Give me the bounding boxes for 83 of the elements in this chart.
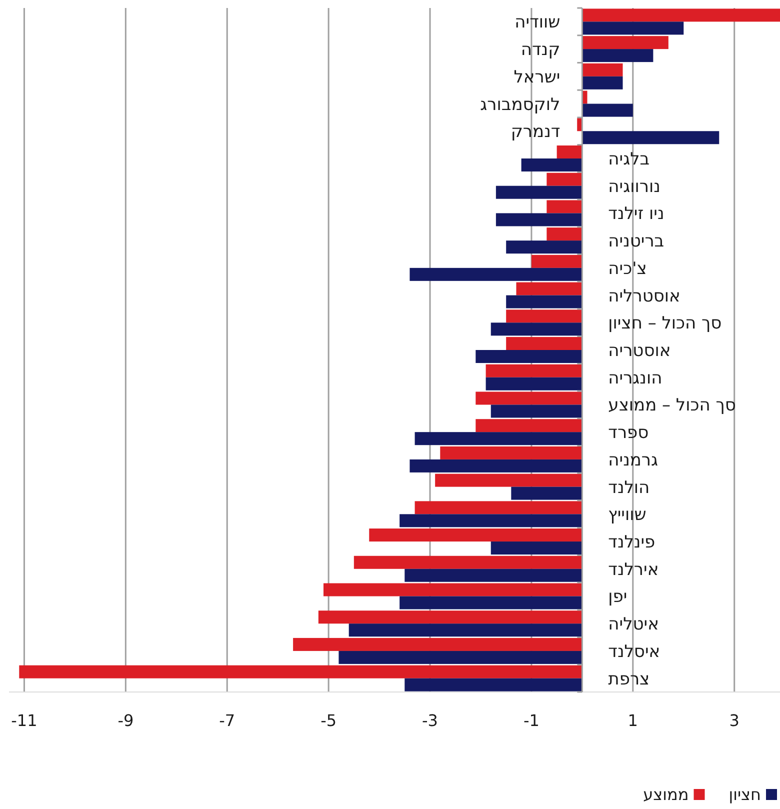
bar	[318, 610, 582, 624]
bar	[496, 186, 582, 199]
bar	[476, 419, 582, 432]
bar	[293, 638, 582, 651]
y-tick-label: שווייץ	[608, 505, 646, 526]
bar	[490, 542, 582, 555]
bar	[496, 213, 582, 226]
bar	[490, 404, 582, 418]
bar	[410, 268, 582, 281]
bar	[582, 8, 780, 22]
x-tick-label: -11	[11, 711, 38, 730]
x-tick-label: 3	[729, 711, 740, 730]
bar	[531, 254, 582, 268]
bar	[348, 624, 582, 637]
bar	[582, 76, 623, 90]
x-tick-label: 1	[628, 711, 638, 730]
bar	[506, 295, 582, 308]
bar	[400, 514, 582, 528]
bar	[400, 596, 582, 610]
y-tick-label: ספרד	[608, 423, 649, 444]
y-tick-label: ניו זילנד	[608, 204, 664, 224]
bar	[323, 583, 582, 596]
legend-label: חציון	[728, 785, 761, 804]
x-tick-label: -1	[523, 711, 540, 730]
bar	[369, 528, 582, 542]
bar	[410, 459, 582, 472]
y-tick-label: איסלנד	[608, 642, 660, 662]
bar	[476, 350, 582, 363]
y-tick-label: איטליה	[608, 614, 659, 635]
y-tick-label: דנמרק	[510, 122, 560, 142]
y-tick-label: נורווגיה	[608, 176, 660, 197]
bar	[521, 158, 582, 172]
bar	[546, 172, 582, 186]
bar	[582, 36, 668, 50]
bar	[506, 337, 582, 350]
bar	[404, 678, 582, 692]
y-tick-label: לוקסמבורג	[480, 94, 560, 115]
bar	[414, 432, 582, 446]
y-tick-label: בריטניה	[608, 232, 664, 252]
y-tick-label: סך הכול – ממוצע	[608, 396, 736, 416]
bar	[404, 568, 582, 582]
y-tick-label: אוסטריה	[608, 341, 671, 361]
bar	[506, 240, 582, 254]
bar	[582, 63, 623, 76]
bar	[582, 22, 684, 35]
bar	[546, 228, 582, 241]
bar	[19, 665, 582, 678]
y-tick-label: צ'כיה	[608, 258, 647, 279]
y-tick-label: קנדה	[520, 40, 560, 60]
bar	[506, 310, 582, 323]
bar	[338, 650, 582, 664]
y-tick-label: אוסטרליה	[608, 286, 680, 306]
legend-label: ממוצע	[643, 785, 689, 804]
x-tick-label: -5	[320, 711, 337, 730]
bar	[490, 322, 582, 336]
bar	[354, 556, 582, 569]
bar	[511, 486, 582, 500]
bar	[435, 474, 582, 487]
bar	[486, 364, 582, 378]
y-tick-label: סך הכול – חציון	[608, 314, 722, 334]
bar	[414, 501, 582, 514]
bar	[486, 377, 582, 390]
bar	[546, 200, 582, 214]
y-tick-label: הולנד	[608, 478, 650, 498]
y-tick-label: שוודיה	[514, 12, 560, 33]
y-tick-label: אירלנד	[608, 560, 659, 580]
x-tick-label: -9	[118, 711, 134, 730]
y-tick-label: בלגיה	[608, 149, 650, 170]
y-tick-label: פינלנד	[608, 532, 656, 553]
y-tick-label: גרמניה	[608, 450, 658, 470]
y-tick-label: הונגריה	[608, 368, 662, 388]
x-tick-label: -7	[219, 711, 236, 730]
bar	[556, 145, 582, 158]
y-tick-label: ישראל	[514, 67, 560, 88]
y-tick-label: צרפת	[608, 669, 650, 690]
bar	[516, 282, 582, 296]
y-tick-label: יפן	[608, 587, 628, 608]
bar	[582, 104, 633, 117]
x-tick-label: -3	[422, 711, 438, 730]
bar	[582, 131, 720, 144]
bar	[476, 392, 582, 405]
bar	[440, 446, 582, 460]
bar	[582, 49, 654, 62]
